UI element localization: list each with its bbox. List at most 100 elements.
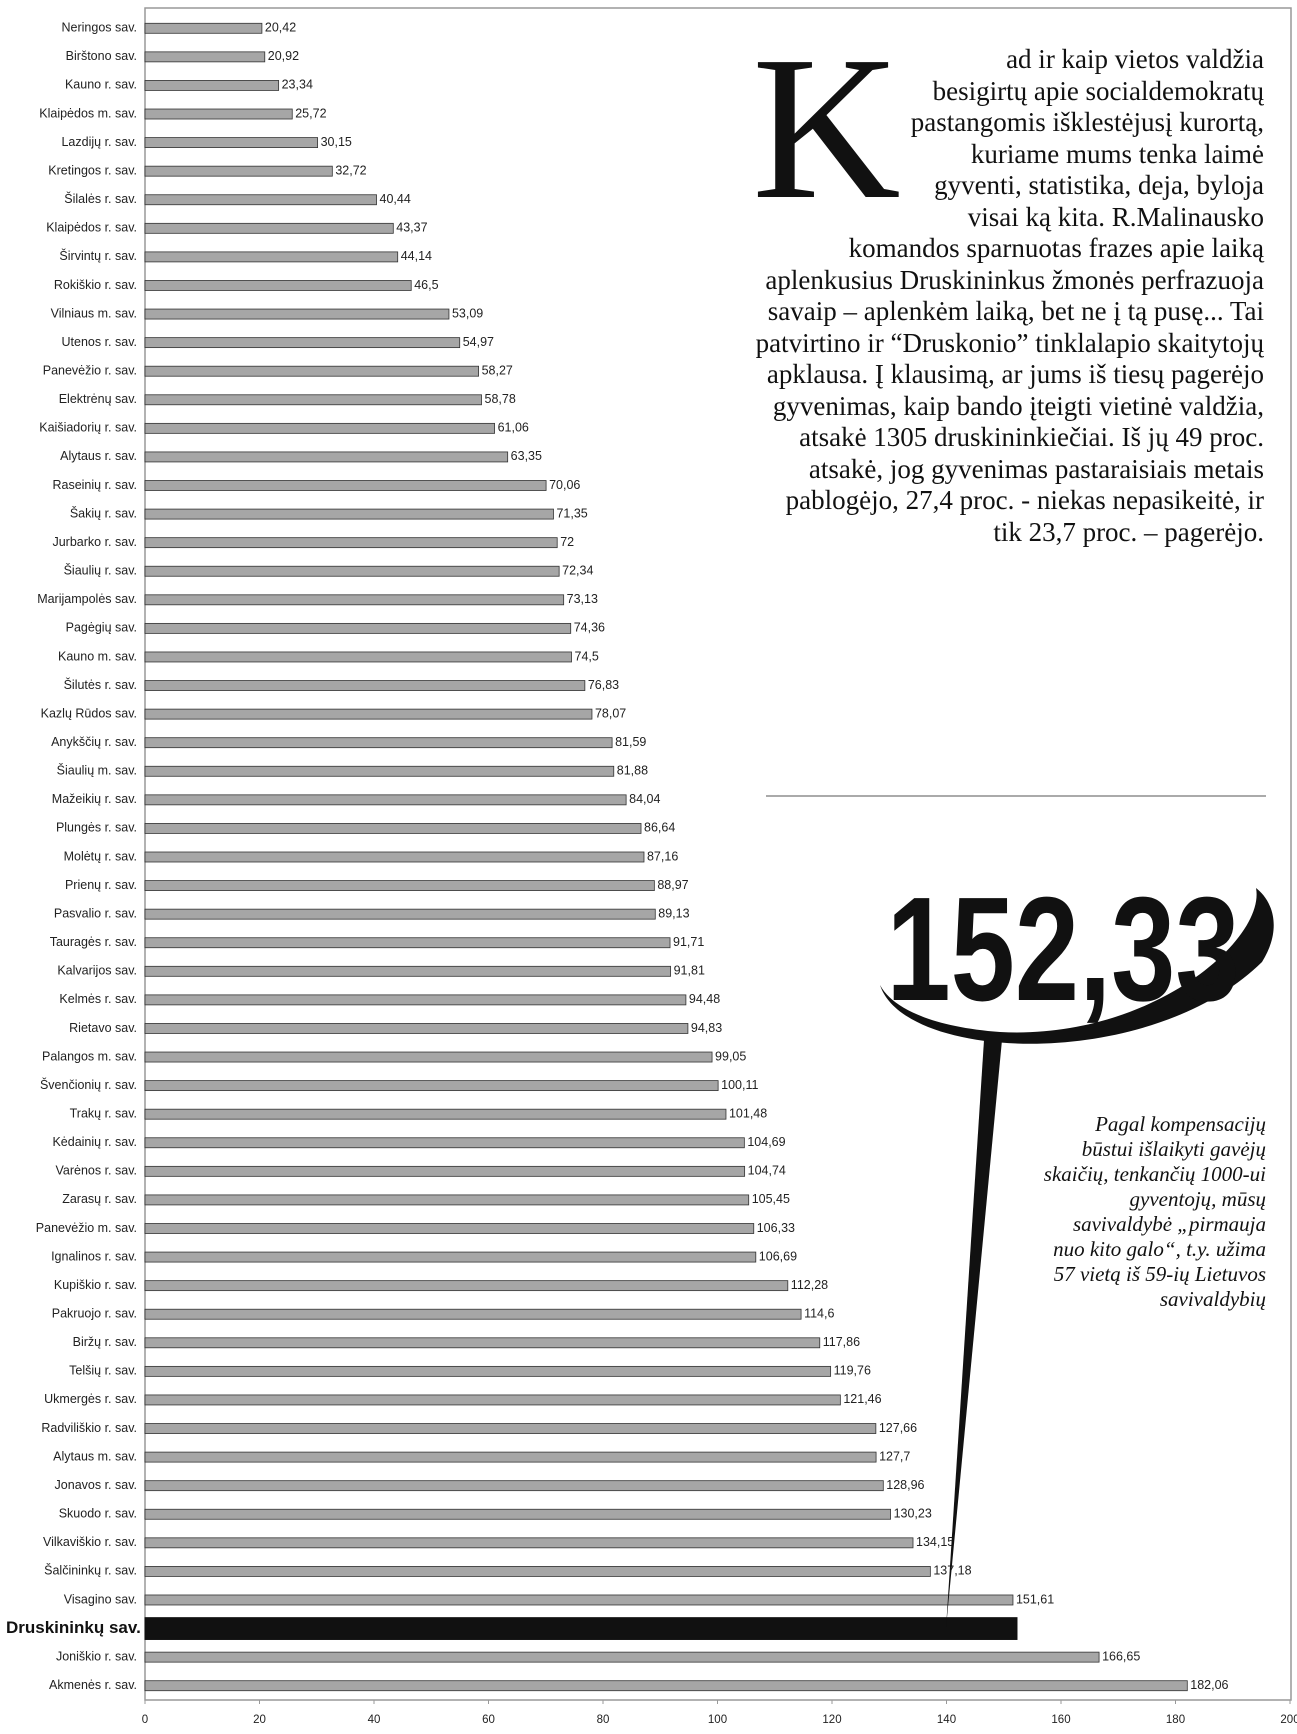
bar: [145, 80, 279, 90]
bar: [145, 1566, 930, 1576]
y-tick-label: Kretingos r. sav.: [48, 163, 137, 177]
bar: [145, 881, 654, 891]
value-label: 112,28: [791, 1278, 828, 1292]
bar: [145, 795, 626, 805]
y-tick-label: Širvintų r. sav.: [59, 248, 137, 263]
value-label: 54,97: [463, 335, 494, 349]
value-label: 74,36: [574, 621, 605, 635]
value-label: 151,61: [1016, 1592, 1054, 1606]
bar: [145, 823, 641, 833]
bar: [145, 509, 553, 519]
x-tick-label: 60: [482, 1714, 495, 1726]
bar: [145, 1081, 718, 1091]
value-label: 130,23: [894, 1507, 932, 1521]
y-tick-label: Klaipėdos m. sav.: [39, 106, 137, 120]
bar: [145, 1618, 1017, 1640]
divider: [766, 795, 1266, 797]
value-label: 127,66: [879, 1421, 917, 1435]
y-tick-label: Akmenės r. sav.: [49, 1678, 137, 1692]
value-label: 101,48: [729, 1106, 767, 1120]
bar: [145, 1109, 726, 1119]
value-label: 30,15: [321, 135, 352, 149]
y-tick-label: Ukmergės r. sav.: [44, 1392, 137, 1406]
y-tick-label: Kėdainių r. sav.: [52, 1135, 137, 1149]
x-tick-label: 200: [1280, 1714, 1297, 1726]
bar: [145, 1309, 801, 1319]
bar: [145, 652, 572, 662]
y-tick-label: Pakruojo r. sav.: [52, 1307, 137, 1321]
value-label: 104,74: [748, 1164, 786, 1178]
value-label: 100,11: [721, 1078, 758, 1092]
y-tick-label: Kazlų Rūdos sav.: [41, 706, 137, 720]
bar: [145, 1138, 744, 1148]
value-label: 105,45: [752, 1192, 790, 1206]
value-label: 117,86: [823, 1335, 860, 1349]
value-label: 61,06: [498, 421, 529, 435]
bar: [145, 1538, 913, 1548]
bar: [145, 1223, 754, 1233]
y-tick-label: Kauno r. sav.: [65, 78, 137, 92]
y-tick-label: Panevėžio r. sav.: [43, 364, 137, 378]
value-label: 63,35: [511, 449, 542, 463]
value-label: 81,59: [615, 735, 646, 749]
value-label: 76,83: [588, 678, 619, 692]
bar: [145, 938, 670, 948]
bar: [145, 595, 564, 605]
y-tick-label: Joniškio r. sav.: [56, 1649, 137, 1663]
bar: [145, 1509, 891, 1519]
x-tick-label: 80: [597, 1714, 610, 1726]
y-tick-label: Kelmės r. sav.: [59, 992, 137, 1006]
y-tick-label: Šalčininkų r. sav.: [44, 1563, 137, 1578]
bar: [145, 252, 398, 262]
y-tick-label: Utenos r. sav.: [62, 335, 138, 349]
y-tick-label: Tauragės r. sav.: [50, 935, 137, 949]
y-tick-label: Jonavos r. sav.: [55, 1478, 137, 1492]
value-label: 53,09: [452, 306, 483, 320]
bar: [145, 766, 614, 776]
y-tick-label: Vilniaus m. sav.: [51, 306, 137, 320]
y-tick-label: Šiaulių m. sav.: [57, 763, 137, 778]
value-label: 94,48: [689, 992, 720, 1006]
y-tick-label: Biržų r. sav.: [73, 1335, 137, 1349]
y-tick-label: Trakų r. sav.: [70, 1106, 137, 1120]
value-label: 70,06: [549, 478, 580, 492]
value-label: 40,44: [380, 192, 411, 206]
y-tick-label: Radviliškio r. sav.: [41, 1421, 137, 1435]
value-label: 23,34: [282, 78, 313, 92]
x-tick-label: 40: [368, 1714, 381, 1726]
bar: [145, 23, 262, 33]
y-tick-label: Pasvalio r. sav.: [54, 906, 137, 920]
value-label: 20,42: [265, 21, 296, 35]
value-label: 46,5: [414, 278, 438, 292]
y-tick-label: Raseinių r. sav.: [52, 478, 137, 492]
bar: [145, 1338, 820, 1348]
value-label: 25,72: [295, 106, 326, 120]
y-tick-label: Kalvarijos sav.: [57, 964, 137, 978]
value-label: 72,34: [562, 564, 593, 578]
value-label: 182,06: [1190, 1678, 1228, 1692]
value-label: 89,13: [658, 906, 689, 920]
bar: [145, 1252, 756, 1262]
y-tick-label: Elektrėnų sav.: [59, 392, 137, 406]
bar: [145, 1281, 788, 1291]
value-label: 91,71: [673, 935, 704, 949]
value-label: 166,65: [1102, 1649, 1140, 1663]
bar: [145, 1195, 749, 1205]
bar: [145, 538, 557, 548]
y-tick-label: Šiaulių r. sav.: [64, 563, 137, 578]
bar: [145, 623, 571, 633]
x-tick-label: 160: [1051, 1714, 1070, 1726]
value-label: 106,33: [757, 1221, 795, 1235]
bar: [145, 52, 265, 62]
bar: [145, 566, 559, 576]
value-label: 81,88: [617, 764, 648, 778]
value-label: 84,04: [629, 792, 660, 806]
bar: [145, 1366, 831, 1376]
y-tick-label: Birštono sav.: [66, 49, 137, 63]
bar: [145, 366, 479, 376]
x-tick-label: 100: [708, 1714, 727, 1726]
bar: [145, 1023, 688, 1033]
value-label: 94,83: [691, 1021, 722, 1035]
y-tick-label: Panevėžio m. sav.: [36, 1221, 137, 1235]
value-label: 106,69: [759, 1249, 797, 1263]
